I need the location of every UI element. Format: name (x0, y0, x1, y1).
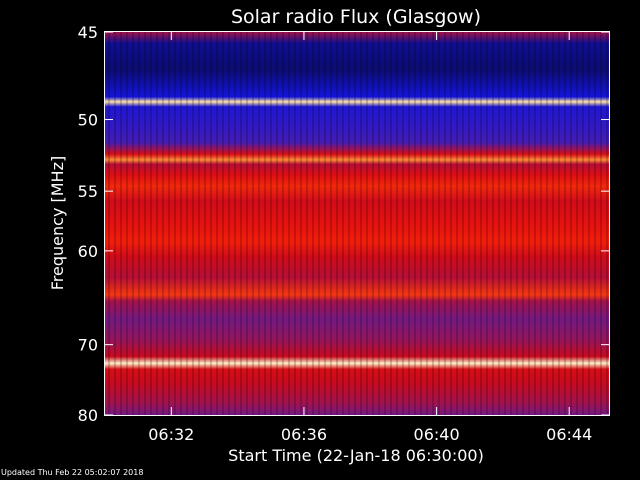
x-tick-label: 06:32 (148, 425, 194, 444)
x-axis-label: Start Time (22-Jan-18 06:30:00) (228, 446, 484, 465)
y-tick-label: 80 (78, 406, 98, 425)
x-tick-label: 06:36 (281, 425, 327, 444)
spectrogram-plot-area (105, 32, 609, 415)
y-axis-label: Frequency [MHz] (48, 156, 67, 290)
spectrogram-texture (105, 32, 609, 415)
x-tick-label: 06:44 (546, 425, 592, 444)
x-tick-label: 06:40 (414, 425, 460, 444)
y-tick-label: 50 (78, 111, 98, 130)
x-axis: 06:32 06:36 06:40 06:44 (148, 32, 592, 444)
y-tick-label: 45 (78, 23, 98, 42)
y-tick-label: 55 (78, 182, 98, 201)
updated-timestamp: Updated Thu Feb 22 05:02:07 2018 (1, 468, 144, 477)
y-tick-label: 70 (78, 336, 98, 355)
chart-title: Solar radio Flux (Glasgow) (231, 6, 481, 28)
plot-frame (104, 31, 610, 416)
y-tick-label: 60 (78, 242, 98, 261)
